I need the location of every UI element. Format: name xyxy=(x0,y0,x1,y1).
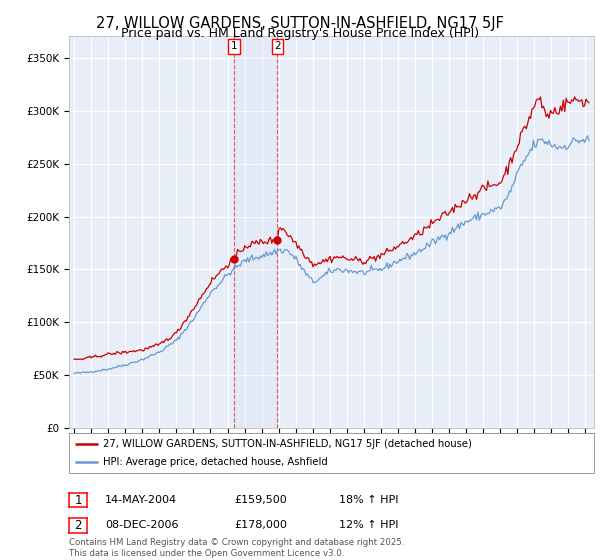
Text: 27, WILLOW GARDENS, SUTTON-IN-ASHFIELD, NG17 5JF: 27, WILLOW GARDENS, SUTTON-IN-ASHFIELD, … xyxy=(96,16,504,31)
Text: 14-MAY-2004: 14-MAY-2004 xyxy=(105,494,177,505)
Text: 2: 2 xyxy=(74,519,82,532)
Text: 08-DEC-2006: 08-DEC-2006 xyxy=(105,520,179,530)
Text: £159,500: £159,500 xyxy=(234,494,287,505)
Text: 1: 1 xyxy=(230,41,237,51)
Text: Contains HM Land Registry data © Crown copyright and database right 2025.
This d: Contains HM Land Registry data © Crown c… xyxy=(69,538,404,558)
Text: 18% ↑ HPI: 18% ↑ HPI xyxy=(339,494,398,505)
Text: 1: 1 xyxy=(74,493,82,507)
Text: HPI: Average price, detached house, Ashfield: HPI: Average price, detached house, Ashf… xyxy=(103,458,328,467)
Text: Price paid vs. HM Land Registry's House Price Index (HPI): Price paid vs. HM Land Registry's House … xyxy=(121,27,479,40)
Text: 27, WILLOW GARDENS, SUTTON-IN-ASHFIELD, NG17 5JF (detached house): 27, WILLOW GARDENS, SUTTON-IN-ASHFIELD, … xyxy=(103,439,472,449)
Text: 2: 2 xyxy=(274,41,281,51)
Bar xyxy=(234,36,277,428)
Text: £178,000: £178,000 xyxy=(234,520,287,530)
Text: 12% ↑ HPI: 12% ↑ HPI xyxy=(339,520,398,530)
